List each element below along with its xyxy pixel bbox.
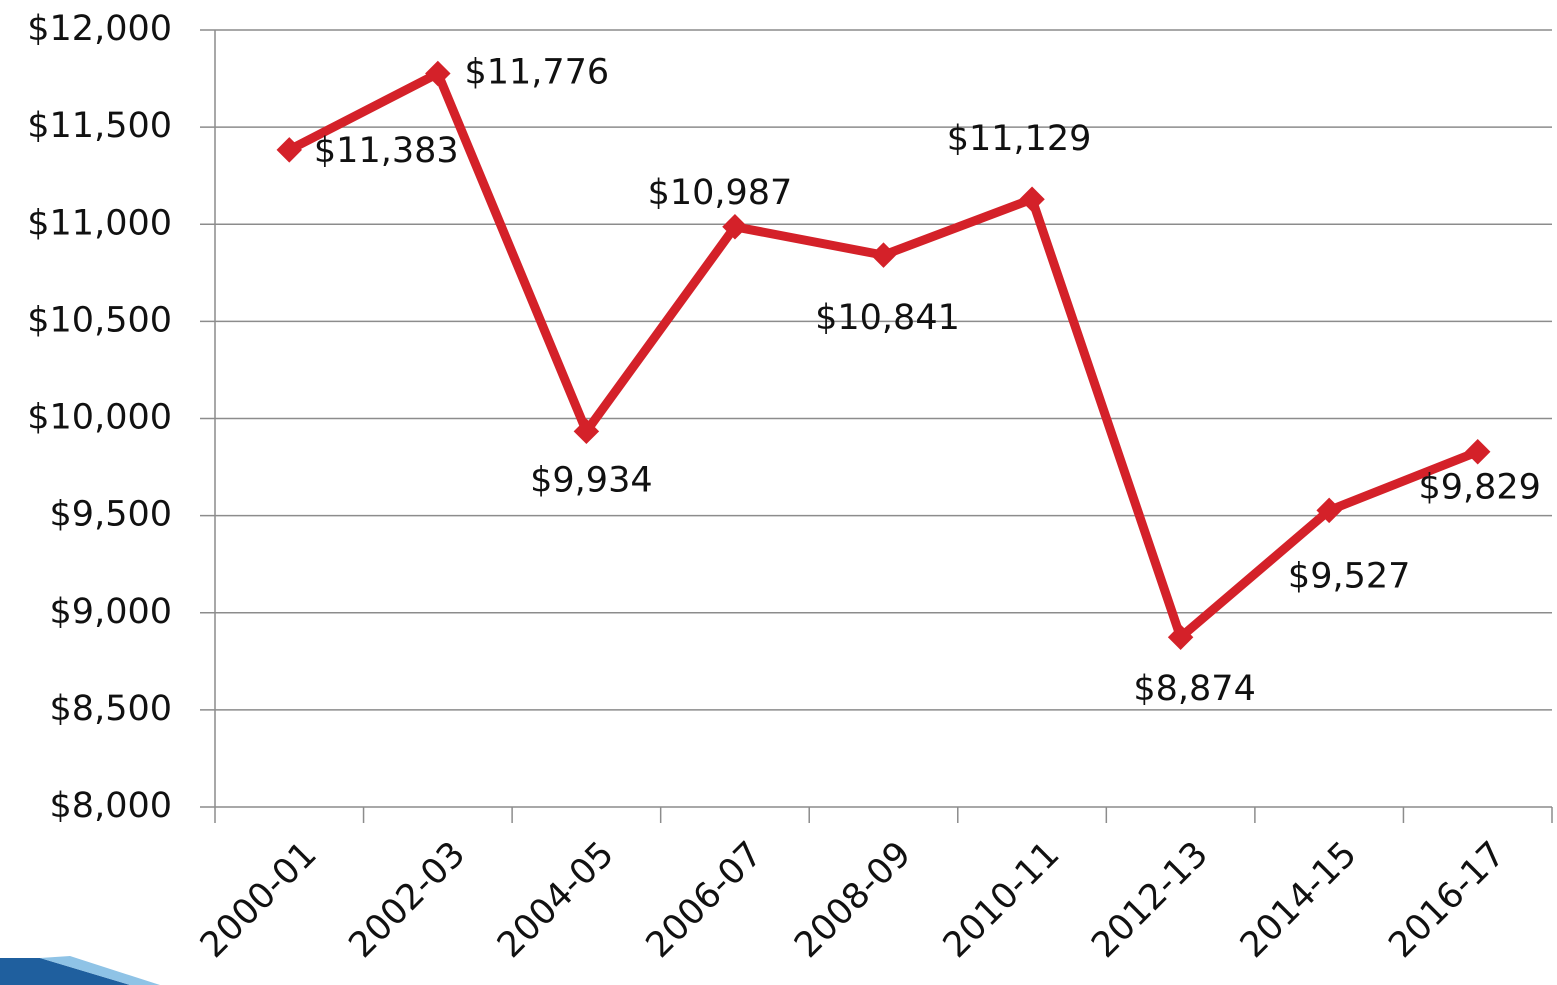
y-tick-label: $11,500 xyxy=(27,106,172,146)
y-tick-label: $10,500 xyxy=(27,300,172,340)
x-tick-label: 2000-01 xyxy=(193,834,325,966)
x-tick-label: 2012-13 xyxy=(1084,834,1216,966)
x-tick-label: 2006-07 xyxy=(639,834,771,966)
marker xyxy=(276,137,303,163)
y-tick-label: $9,500 xyxy=(50,495,172,535)
line xyxy=(287,69,1480,642)
x-tick-label: 2010-11 xyxy=(936,834,1068,966)
marker xyxy=(573,418,600,445)
data-label: $10,987 xyxy=(648,173,793,213)
decoration xyxy=(0,958,130,985)
y-tick-label: $11,000 xyxy=(27,203,172,243)
data-label: $11,129 xyxy=(947,119,1092,159)
data-label: $9,829 xyxy=(1418,468,1540,508)
x-tick-label: 2002-03 xyxy=(342,834,474,966)
x-tick-label: 2016-17 xyxy=(1381,834,1513,966)
decoration xyxy=(40,956,160,985)
x-tick-label: 2008-09 xyxy=(787,834,919,966)
data-label: $9,527 xyxy=(1288,556,1410,596)
marker xyxy=(722,214,748,240)
x-tick-label: 2014-15 xyxy=(1233,834,1365,966)
marker xyxy=(1464,438,1491,465)
data-label: $8,874 xyxy=(1133,669,1255,709)
marker xyxy=(1019,186,1045,212)
y-tick-label: $8,000 xyxy=(50,786,172,826)
data-label: $11,776 xyxy=(464,53,609,93)
marker xyxy=(870,242,897,268)
data-label: $10,841 xyxy=(815,298,960,338)
marker xyxy=(425,60,451,87)
y-tick-label: $12,000 xyxy=(27,9,172,49)
y-tick-label: $8,500 xyxy=(50,689,172,729)
x-tick-label: 2004-05 xyxy=(490,834,622,966)
y-tick-label: $10,000 xyxy=(27,398,172,438)
data-label: $11,383 xyxy=(314,131,459,171)
data-label: $9,934 xyxy=(530,460,652,500)
y-tick-label: $9,000 xyxy=(50,592,172,632)
